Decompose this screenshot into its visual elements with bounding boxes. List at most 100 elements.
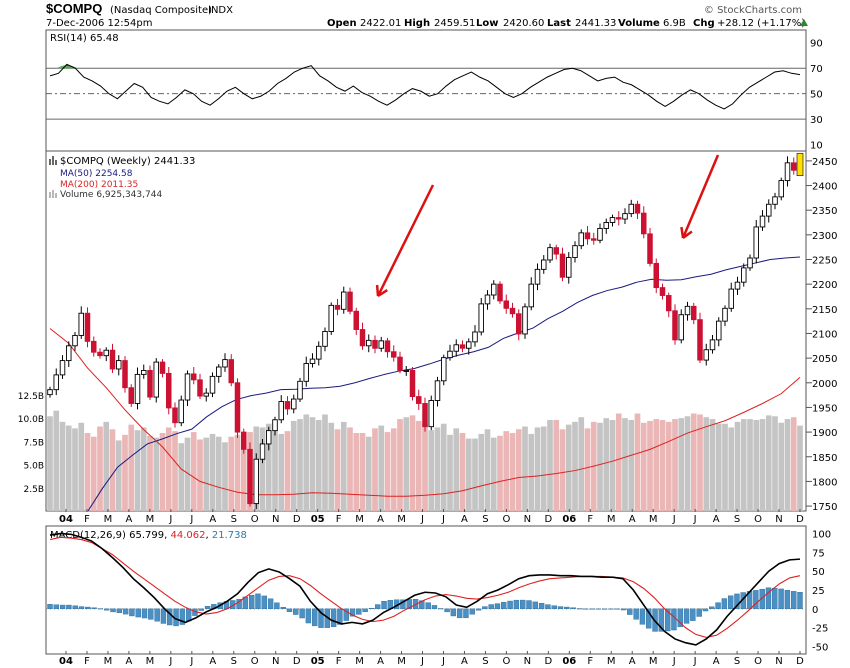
macd-hist-bar — [381, 600, 387, 610]
x-tick-label-macd: 06 — [562, 656, 576, 667]
x-tick-label: N — [524, 514, 531, 525]
x-tick-label: J — [672, 514, 676, 525]
volume-bar — [197, 439, 203, 511]
volume-bar — [790, 417, 797, 511]
macd-hist-bar — [318, 608, 324, 628]
macd-hist-bar — [595, 608, 602, 610]
volume-bar — [390, 428, 397, 511]
macd-hist-bar — [702, 608, 709, 612]
volume-bar — [534, 427, 541, 511]
last-candle-highlight — [796, 153, 804, 176]
candle-body — [441, 357, 447, 382]
x-tick-label: O — [754, 514, 762, 525]
macd-hist-bar — [589, 608, 595, 610]
candle-body — [647, 233, 653, 264]
x-tick-label: J — [441, 514, 445, 525]
open-label: Open — [327, 18, 357, 29]
macd-hist-bar — [608, 608, 614, 610]
candle-body — [653, 262, 660, 289]
high-value: 2459.51 — [434, 18, 475, 29]
candle-body — [397, 356, 403, 371]
volume-bar — [59, 421, 66, 511]
macd-hist-bar — [690, 608, 696, 621]
macd-hist-bar — [419, 600, 425, 610]
volume-bar — [765, 415, 772, 511]
candle-body — [278, 401, 285, 421]
candle-body — [234, 382, 241, 433]
volume-bar — [640, 422, 647, 511]
candle-body — [316, 345, 322, 360]
candle-body — [422, 403, 428, 428]
x-tick-label-macd: M — [355, 656, 364, 667]
macd-hist-bar — [286, 608, 293, 612]
ma50-legend: MA(50) 2254.58 — [60, 169, 133, 179]
candle-body — [409, 370, 416, 398]
volume-bar — [547, 420, 553, 511]
macd-tick-label: 50 — [812, 567, 825, 578]
macd-hist-bar — [450, 608, 457, 617]
candle-body — [253, 458, 259, 505]
candle-body — [578, 232, 585, 247]
macd-hist-bar — [532, 601, 538, 610]
price-x-axis: 04 F M A M J J A S O N D 05 F M A M J J A S O N D 06 F M A M J J A S O N D — [59, 509, 804, 525]
macd-hist-bar — [677, 608, 683, 628]
candle-body — [572, 245, 578, 258]
x-tick-label-macd: A — [713, 656, 720, 667]
macd-lines — [49, 532, 801, 646]
macd-hist-bar — [312, 608, 318, 627]
price-tick-label: 2050 — [812, 354, 837, 365]
volume-tick-label: 10.0B — [18, 415, 44, 425]
x-tick-label-macd: J — [189, 656, 193, 667]
macd-hist-bar — [469, 608, 475, 615]
volume-bar — [503, 431, 510, 511]
candle-body — [672, 310, 678, 341]
candle-body — [791, 162, 797, 171]
volume-bar — [228, 436, 235, 511]
macd-hist-bar — [696, 608, 702, 617]
macd-hist-bar — [97, 608, 104, 610]
candle-body — [59, 360, 66, 376]
volume-bar — [240, 440, 247, 511]
rsi-gridlines — [46, 67, 806, 120]
rsi-tick-label: 10 — [810, 141, 823, 152]
macd-hist-bar — [236, 599, 242, 610]
candle-body — [722, 307, 728, 322]
candle-body — [734, 281, 741, 290]
macd-hist-bar — [148, 608, 154, 620]
volume-bar — [734, 421, 741, 511]
volume-bar — [565, 424, 572, 511]
macd-hist-bar — [116, 608, 123, 614]
x-tick-label-macd: J — [441, 656, 445, 667]
x-tick-label: M — [104, 514, 113, 525]
volume-bar — [340, 421, 347, 511]
x-tick-label-macd: F — [84, 656, 90, 667]
macd-hist-bar — [438, 608, 444, 610]
volume-bar — [615, 413, 622, 511]
macd-hist-bar — [406, 599, 412, 610]
ticker-symbol: $COMPQ — [46, 1, 102, 16]
candle-body — [541, 259, 547, 270]
macd-hist-bar — [255, 593, 261, 610]
candle-body — [597, 227, 603, 241]
price-tick-label: 2400 — [812, 182, 837, 193]
macd-hist-bar — [431, 605, 438, 610]
volume-bar — [653, 419, 660, 511]
candle-body — [591, 238, 597, 241]
macd-hist-bar — [66, 604, 72, 610]
volume-bar — [97, 426, 103, 511]
rsi-overbought-fill — [56, 65, 77, 69]
timestamp: 7-Dec-2006 12:54pm — [46, 18, 152, 29]
x-tick-label: M — [146, 514, 155, 525]
macd-hist-bar — [570, 607, 576, 610]
high-label: High — [404, 18, 430, 29]
macd-panel — [45, 525, 807, 655]
candle-body — [291, 398, 297, 410]
candle-body — [90, 340, 97, 353]
x-tick-label-macd: F — [587, 656, 593, 667]
candle-body — [322, 331, 328, 347]
candle-body — [634, 203, 641, 214]
candle-body — [159, 361, 166, 374]
macd-hist-bar — [538, 603, 545, 610]
x-tick-label-macd: D — [293, 656, 301, 667]
